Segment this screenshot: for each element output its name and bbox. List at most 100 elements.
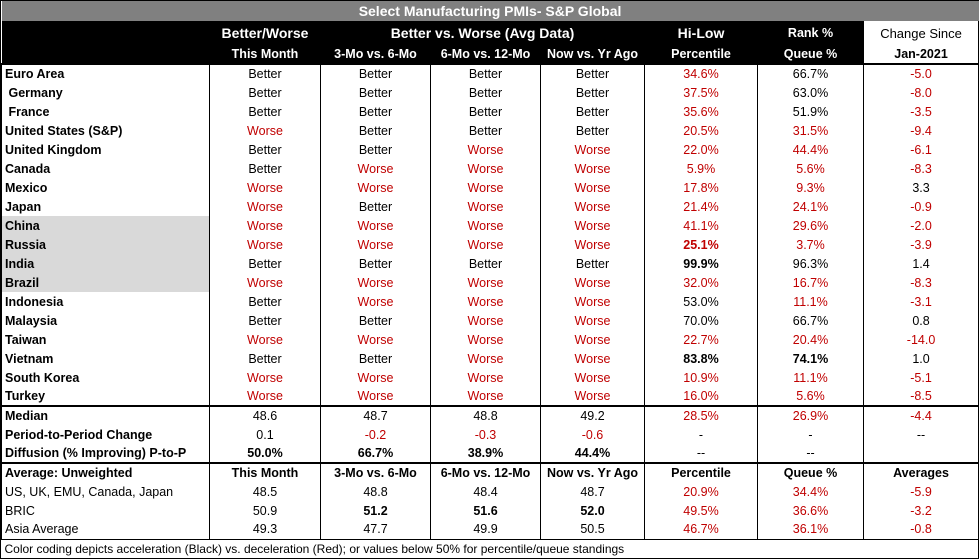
trend-cell: Worse [540,235,645,254]
table-row: Canada Better Worse Worse Worse 5.9% 5.6% -8.3 [1,159,979,178]
trend-cell: Worse [540,349,645,368]
summary-cell: 36.1% [757,520,864,539]
queue-cell: 9.3% [757,178,864,197]
trend-cell: Worse [430,178,541,197]
trend-cell: Worse [320,368,431,387]
country-name: Euro Area [1,63,210,83]
percentile-cell: 22.7% [644,330,758,349]
summary-cell: 49.9 [430,520,541,539]
queue-cell: 5.6% [757,159,864,178]
header2-cell: This Month [209,45,321,64]
table-row: United States (S&P) Worse Better Better Bett… [1,121,979,140]
change-cell: -5.1 [862,368,979,387]
change-cell: -2.0 [862,216,979,235]
trend-cell: Worse [540,159,645,178]
trend-cell: Better [209,311,321,330]
summary-cell: -3.2 [862,501,979,520]
header-avg-data: Better vs. Worse (Avg Data) [320,21,645,45]
header2-cell: Queue % [757,45,864,64]
average-header-row: Average: Unweighted This Month 3-Mo vs. 6-… [1,462,979,482]
footnote: Color coding depicts acceleration (Black… [1,538,979,558]
trend-cell: Worse [430,330,541,349]
country-name: Vietnam [1,349,210,368]
summary-cell: 28.5% [644,405,758,425]
header2-cell: Jan-2021 [862,45,979,64]
table-row: Russia Worse Worse Worse Worse 25.1% 3.7% -3.9 [1,235,979,254]
summary-cell: 38.9% [430,444,541,463]
trend-cell: Worse [209,197,321,216]
summary-cell: 52.0 [540,501,645,520]
summary-cell: 66.7% [320,444,431,463]
summary-cell: 26.9% [757,405,864,425]
trend-cell: Worse [430,349,541,368]
country-name: India [1,254,210,273]
header2-cell: Now vs. Yr Ago [540,45,645,64]
percentile-cell: 20.5% [644,121,758,140]
trend-cell: Worse [540,292,645,311]
summary-cell: -4.4 [862,405,979,425]
trend-cell: Worse [320,330,431,349]
percentile-cell: 37.5% [644,83,758,102]
trend-cell: Worse [540,311,645,330]
summary-label: Asia Average [1,520,210,539]
header2-cell: 6-Mo vs. 12-Mo [430,45,541,64]
summary-row: Asia Average 49.3 47.7 49.9 50.5 46.7% 36.1% -0… [1,520,979,539]
summary-cell: -0.8 [862,520,979,539]
trend-cell: Worse [209,387,321,406]
change-cell: -3.9 [862,235,979,254]
table-row: France Better Better Better Better 35.6% 51.9%… [1,102,979,121]
queue-cell: 31.5% [757,121,864,140]
country-name: Mexico [1,178,210,197]
trend-cell: Worse [320,292,431,311]
summary-cell: 48.8 [430,405,541,425]
average-header-label: Average: Unweighted [1,462,210,482]
country-name: Indonesia [1,292,210,311]
summary-cell: 46.7% [644,520,758,539]
summary-label: Median [1,405,210,425]
percentile-cell: 25.1% [644,235,758,254]
queue-cell: 29.6% [757,216,864,235]
percentile-cell: 5.9% [644,159,758,178]
trend-cell: Better [540,121,645,140]
table-row: India Better Better Better Better 99.9% 96.3% 1… [1,254,979,273]
trend-cell: Worse [209,235,321,254]
summary-row: Median 48.6 48.7 48.8 49.2 28.5% 26.9% -4.4 [1,405,979,425]
summary-cell: 49.2 [540,405,645,425]
percentile-cell: 99.9% [644,254,758,273]
header-hi-low: Hi-Low [644,21,758,45]
summary-cell: 50.9 [209,501,321,520]
header2-blank [1,45,210,64]
summary-label: Diffusion (% Improving) P-to-P [1,444,210,463]
queue-cell: 44.4% [757,140,864,159]
percentile-cell: 41.1% [644,216,758,235]
trend-cell: Better [430,102,541,121]
change-cell: -14.0 [862,330,979,349]
queue-cell: 16.7% [757,273,864,292]
summary-cell: 20.9% [644,482,758,501]
summary-cell: 49.5% [644,501,758,520]
summary-cell: 51.6 [430,501,541,520]
header2-cell: 3-Mo vs. 6-Mo [320,45,431,64]
summary-cell: 49.3 [209,520,321,539]
table-row: Mexico Worse Worse Worse Worse 17.8% 9.3% 3.3 [1,178,979,197]
percentile-cell: 35.6% [644,102,758,121]
queue-cell: 24.1% [757,197,864,216]
table-row: South Korea Worse Worse Worse Worse 10.9% 11.1… [1,368,979,387]
queue-cell: 66.7% [757,311,864,330]
summary-cell: -- [757,444,864,463]
trend-cell: Worse [540,368,645,387]
summary-cell: - [757,425,864,444]
trend-cell: Worse [209,121,321,140]
trend-cell: Better [209,140,321,159]
summary-cell: 47.7 [320,520,431,539]
header-blank [1,21,210,45]
country-name: Germany [1,83,210,102]
table-row: China Worse Worse Worse Worse 41.1% 29.6% -2.0 [1,216,979,235]
queue-cell: 11.1% [757,292,864,311]
summary-row: US, UK, EMU, Canada, Japan 48.5 48.8 48.4 48… [1,482,979,501]
country-name: Malaysia [1,311,210,330]
summary-cell: -5.9 [862,482,979,501]
change-cell: 0.8 [862,311,979,330]
trend-cell: Better [209,102,321,121]
